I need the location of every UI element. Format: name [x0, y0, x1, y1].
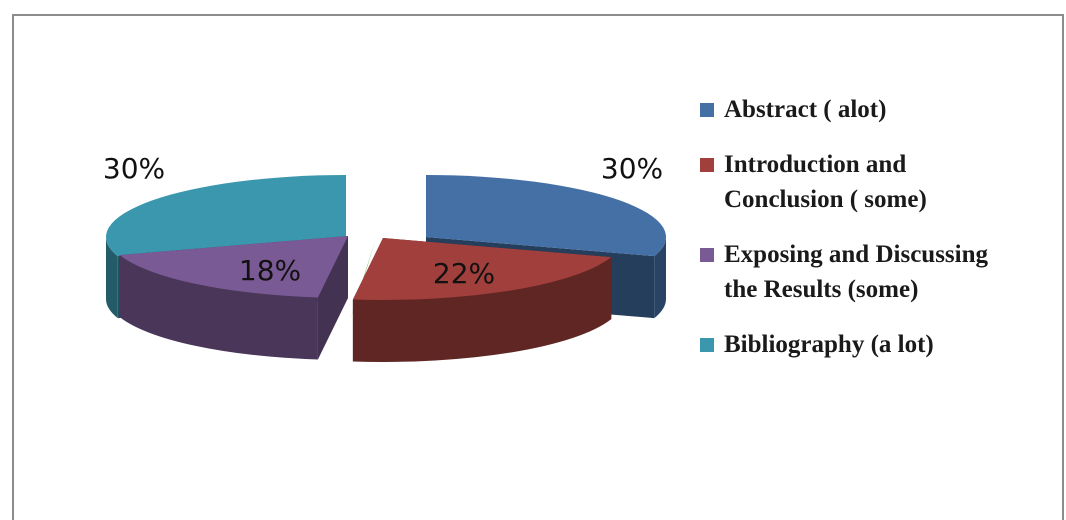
data-label-introduction: 22%	[433, 257, 495, 290]
data-label-results: 18%	[239, 254, 301, 287]
legend-item-abstract: Abstract ( alot)	[700, 92, 1050, 127]
legend-item-introduction: Introduction and Conclusion ( some)	[700, 147, 1050, 217]
legend-label-results-line1: Exposing and Discussing	[724, 237, 1050, 272]
legend-swatch-abstract	[700, 103, 714, 117]
legend-item-results: Exposing and Discussing the Results (som…	[700, 237, 1050, 307]
legend-swatch-introduction	[700, 158, 714, 172]
legend-label-introduction-line2: Conclusion ( some)	[724, 182, 1050, 217]
legend-label-results-line2: the Results (some)	[724, 272, 1050, 307]
legend-label-bibliography: Bibliography (a lot)	[724, 327, 1050, 362]
legend-swatch-bibliography	[700, 338, 714, 352]
data-label-abstract: 30%	[601, 152, 663, 185]
legend-item-bibliography: Bibliography (a lot)	[700, 327, 1050, 362]
legend: Abstract ( alot) Introduction and Conclu…	[700, 92, 1050, 382]
legend-swatch-results	[700, 248, 714, 262]
data-label-bibliography: 30%	[103, 152, 165, 185]
legend-label-abstract: Abstract ( alot)	[724, 92, 1050, 127]
legend-label-introduction-line1: Introduction and	[724, 147, 1050, 182]
